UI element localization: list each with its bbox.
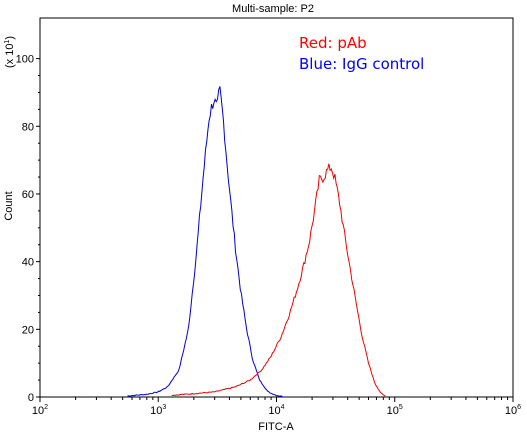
y-axis-ticks: 0 20 40 60 80 100: [16, 54, 40, 404]
y-axis-label: Count: [3, 191, 15, 220]
y-tick-label: 100: [16, 54, 34, 66]
x-tick-label: 105: [387, 404, 403, 417]
x-tick-label: 103: [150, 404, 166, 417]
x-tick-label: 104: [268, 404, 284, 417]
plot-frame: [39, 17, 514, 398]
x-tick-label: 106: [505, 404, 521, 417]
x-tick-label: 102: [32, 404, 48, 417]
y-tick-label: 80: [22, 121, 34, 133]
x-axis-label: FITC-A: [258, 421, 294, 433]
legend-entry-pab: Red: pAb: [299, 34, 367, 52]
y-tick-label: 60: [22, 189, 34, 201]
y-multiplier-label: (x 101): [4, 36, 16, 68]
chart-title: Multi-sample: P2: [232, 3, 314, 15]
legend-entry-igg-control: Blue: IgG control: [299, 55, 424, 73]
histogram-series: [127, 86, 386, 398]
x-axis-ticks: 102 103 104 105 106: [32, 397, 521, 417]
series-line-igg-control: [127, 86, 285, 398]
series-line-pab: [171, 163, 386, 397]
y-tick-label: 20: [22, 324, 34, 336]
y-tick-label: 0: [28, 392, 34, 404]
y-tick-label: 40: [22, 257, 34, 269]
